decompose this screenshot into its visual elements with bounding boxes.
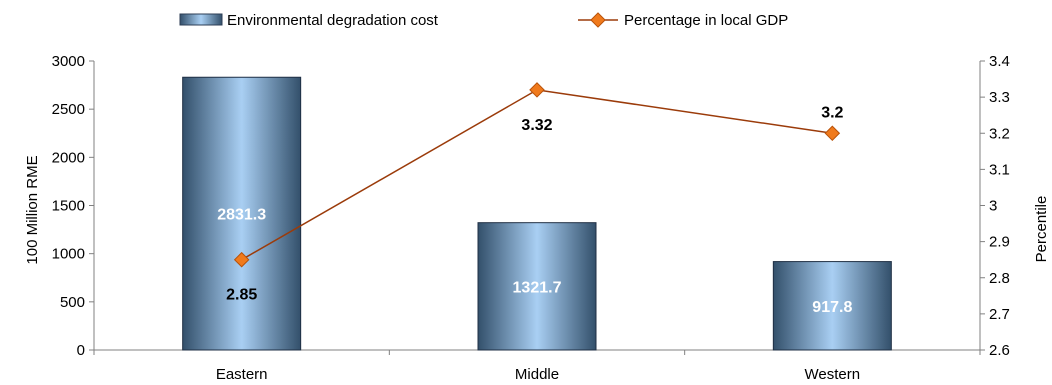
y2-tick-label: 3.2 bbox=[989, 125, 1010, 142]
line-value-label: 3.32 bbox=[521, 117, 552, 134]
legend-label-bar: Environmental degradation cost bbox=[227, 12, 439, 29]
bar bbox=[477, 222, 597, 351]
line-value-label: 2.85 bbox=[226, 287, 257, 304]
y2-tick-label: 3.4 bbox=[989, 53, 1010, 70]
bar bbox=[772, 261, 892, 351]
line-series bbox=[233, 82, 841, 268]
y2-tick-label: 3 bbox=[989, 198, 997, 215]
y2-tick-label: 2.6 bbox=[989, 342, 1010, 359]
y2-axis-title: Percentile bbox=[1033, 196, 1050, 263]
y2-tick-label: 3.1 bbox=[989, 161, 1010, 178]
bar-value-label: 1321.7 bbox=[513, 279, 562, 296]
y-tick-label: 2000 bbox=[52, 149, 85, 166]
data-labels: 2831.3 1321.7 917.8 2.85 3.32 3.2 bbox=[217, 104, 852, 316]
y-tick-label: 0 bbox=[77, 342, 85, 359]
line-marker bbox=[529, 82, 545, 98]
bar-value-label: 2831.3 bbox=[217, 207, 266, 224]
y-tick-label: 2500 bbox=[52, 101, 85, 118]
y-tick-label: 1000 bbox=[52, 246, 85, 263]
line-value-label: 3.2 bbox=[821, 104, 843, 121]
x-tick-label: Western bbox=[805, 366, 861, 383]
axes: 0 500 1000 1500 2000 2500 3000 2.6 2.7 2.8 2.9 3 3.1… bbox=[52, 53, 1010, 383]
y-tick-label: 3000 bbox=[52, 53, 85, 70]
legend: Environmental degradation cost Percentag… bbox=[179, 12, 788, 29]
legend-swatch-bar bbox=[179, 13, 223, 26]
y-axis-title: 100 Million RME bbox=[24, 155, 41, 264]
y2-tick-label: 2.7 bbox=[989, 306, 1010, 323]
x-tick-label: Middle bbox=[515, 366, 559, 383]
x-tick-label: Eastern bbox=[216, 366, 268, 383]
bar bbox=[182, 76, 302, 351]
bar-series bbox=[182, 76, 892, 351]
legend-label-line: Percentage in local GDP bbox=[624, 12, 788, 29]
y2-tick-label: 2.8 bbox=[989, 270, 1010, 287]
y2-tick-label: 3.3 bbox=[989, 89, 1010, 106]
line-marker bbox=[824, 125, 841, 142]
line-marker bbox=[233, 251, 250, 268]
y-tick-label: 1500 bbox=[52, 198, 85, 215]
y-tick-label: 500 bbox=[60, 294, 85, 311]
y2-tick-label: 2.9 bbox=[989, 234, 1010, 251]
bar-value-label: 917.8 bbox=[812, 299, 852, 316]
legend-marker bbox=[590, 12, 606, 28]
